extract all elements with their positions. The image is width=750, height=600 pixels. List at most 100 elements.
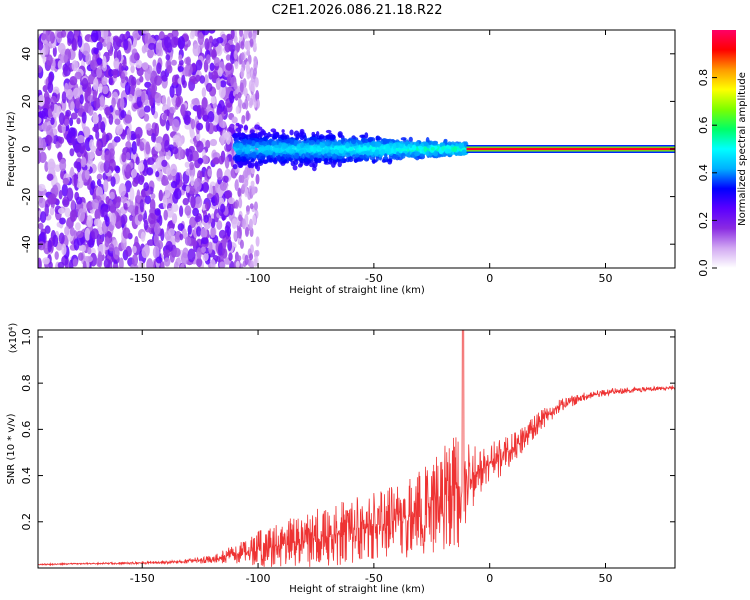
heatmap-cell — [250, 158, 255, 163]
heatmap-cell — [74, 30, 80, 37]
heatmap-cell — [124, 180, 132, 193]
heatmap-cell — [359, 134, 365, 138]
heatmap-cell — [47, 239, 52, 253]
heatmap-cell — [204, 38, 210, 51]
heatmap-cell — [277, 154, 281, 161]
heatmap-cell — [232, 155, 237, 161]
heatmap-cell — [125, 141, 132, 149]
heatmap-cell — [309, 139, 316, 145]
heatmap-cell — [155, 171, 160, 178]
heatmap-cell — [260, 130, 265, 134]
heatmap-cell — [191, 30, 196, 38]
x-tick-label: 0 — [486, 272, 493, 285]
heatmap-cell — [334, 149, 339, 155]
heatmap-cell — [101, 76, 108, 86]
heatmap-cell — [177, 36, 186, 50]
heatmap-cell — [224, 42, 231, 53]
heatmap-cell — [169, 85, 175, 98]
heatmap-cell — [324, 157, 329, 164]
heatmap-cell — [69, 117, 74, 127]
heatmap-cell — [99, 95, 105, 108]
heatmap-cell — [246, 40, 251, 53]
heatmap-cell — [208, 70, 213, 80]
heatmap-cell — [263, 150, 269, 155]
heatmap-cell — [77, 208, 86, 222]
y-tick-label: -20 — [20, 188, 33, 206]
heatmap-cell — [186, 148, 193, 162]
heatmap-cell — [122, 58, 127, 68]
heatmap-cell — [58, 112, 65, 126]
heatmap-cell — [69, 148, 75, 157]
heatmap-cell — [244, 186, 249, 198]
heatmap-cell — [359, 148, 365, 152]
heatmap-cell — [200, 237, 209, 245]
heatmap-cell — [170, 36, 179, 48]
heatmap-cell — [54, 164, 61, 172]
heatmap-cell — [69, 209, 78, 222]
heatmap-cell — [77, 252, 84, 261]
heatmap-cell — [178, 59, 184, 66]
heatmap-cell — [255, 89, 260, 102]
heatmap-cell — [243, 30, 248, 40]
colorbar-tick-label: 0.2 — [697, 212, 710, 230]
heatmap-cell — [135, 126, 143, 139]
heatmap-cell — [164, 139, 170, 153]
heatmap-cell — [48, 261, 53, 268]
heatmap-cell — [252, 32, 257, 40]
heatmap-cell — [218, 84, 226, 99]
heatmap-cell — [38, 241, 46, 251]
heatmap-cell — [193, 177, 202, 192]
heatmap-cell — [85, 52, 92, 66]
heatmap-cell — [249, 38, 254, 48]
heatmap-cell — [38, 94, 45, 107]
heatmap-cell — [408, 136, 413, 143]
heatmap-cell — [76, 117, 81, 125]
heatmap-cell — [173, 261, 179, 268]
heatmap-cell — [120, 71, 126, 84]
heatmap-cell — [46, 173, 54, 181]
heatmap-cell — [206, 193, 213, 200]
heatmap-cell — [111, 97, 116, 108]
heatmap-cell — [113, 57, 120, 70]
heatmap-cell — [251, 151, 257, 159]
heatmap-cell — [183, 114, 191, 126]
heatmap-cell — [150, 193, 156, 200]
heatmap-cell — [64, 207, 71, 218]
heatmap-cell — [196, 105, 202, 119]
heatmap-cell — [233, 35, 238, 44]
heatmap-cell — [250, 163, 255, 169]
heatmap-cell — [128, 94, 134, 102]
heatmap-cell — [310, 155, 314, 160]
heatmap-cell — [122, 227, 131, 239]
heatmap-cell — [96, 179, 102, 187]
heatmap-cell — [118, 257, 124, 268]
heatmap-cell — [214, 192, 220, 206]
heatmap-cell — [139, 199, 144, 213]
heatmap-cell — [207, 168, 213, 177]
heatmap-cell — [47, 158, 56, 173]
heatmap-cell — [344, 152, 350, 158]
heatmap-cell — [154, 122, 160, 137]
heatmap-cell — [212, 152, 221, 159]
heatmap-cell — [139, 141, 145, 152]
heatmap-cell — [164, 184, 171, 199]
heatmap-cell — [66, 187, 74, 202]
heatmap-cell — [205, 139, 211, 149]
heatmap-cell — [77, 134, 85, 144]
heatmap-cell — [57, 261, 65, 268]
heatmap-cell — [345, 147, 350, 152]
heatmap-cell — [240, 41, 245, 50]
heatmap-cell — [115, 166, 121, 174]
heatmap-cell — [365, 150, 371, 156]
heatmap-cell — [148, 42, 156, 50]
heatmap-cell — [108, 158, 116, 172]
heatmap-cell — [385, 143, 390, 151]
heatmap-cell — [161, 159, 168, 168]
heatmap-cell — [141, 30, 150, 34]
heatmap-cell — [336, 141, 342, 146]
heatmap-cell — [55, 141, 60, 149]
heatmap-cell — [255, 249, 260, 257]
heatmap-cell — [130, 65, 135, 74]
heatmap-cell — [125, 245, 132, 257]
heatmap-cell — [293, 139, 298, 147]
